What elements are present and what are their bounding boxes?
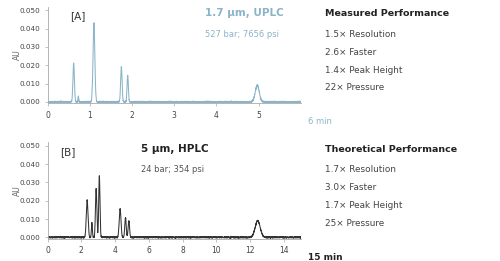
- Text: [A]: [A]: [70, 11, 86, 21]
- Text: 1.7 μm, UPLC: 1.7 μm, UPLC: [204, 8, 284, 19]
- Text: 24 bar; 354 psi: 24 bar; 354 psi: [141, 165, 204, 174]
- Text: Measured Performance: Measured Performance: [325, 9, 449, 19]
- Text: 1.4× Peak Height: 1.4× Peak Height: [325, 66, 402, 75]
- Y-axis label: AU: AU: [13, 50, 22, 60]
- Text: 15 min: 15 min: [308, 253, 342, 261]
- Text: Theoretical Performance: Theoretical Performance: [325, 145, 457, 154]
- Text: 3.0× Faster: 3.0× Faster: [325, 183, 376, 192]
- Text: 1.7× Peak Height: 1.7× Peak Height: [325, 201, 402, 210]
- Text: 527 bar; 7656 psi: 527 bar; 7656 psi: [204, 30, 279, 39]
- Text: 25× Pressure: 25× Pressure: [325, 219, 384, 228]
- Text: 22× Pressure: 22× Pressure: [325, 84, 384, 92]
- Text: 1.5× Resolution: 1.5× Resolution: [325, 30, 396, 39]
- Text: 2.6× Faster: 2.6× Faster: [325, 48, 376, 57]
- Y-axis label: AU: AU: [13, 185, 22, 196]
- Text: 6 min: 6 min: [308, 117, 332, 126]
- Text: [B]: [B]: [60, 147, 76, 157]
- Text: 5 μm, HPLC: 5 μm, HPLC: [141, 144, 209, 154]
- Text: 1.7× Resolution: 1.7× Resolution: [325, 165, 396, 174]
